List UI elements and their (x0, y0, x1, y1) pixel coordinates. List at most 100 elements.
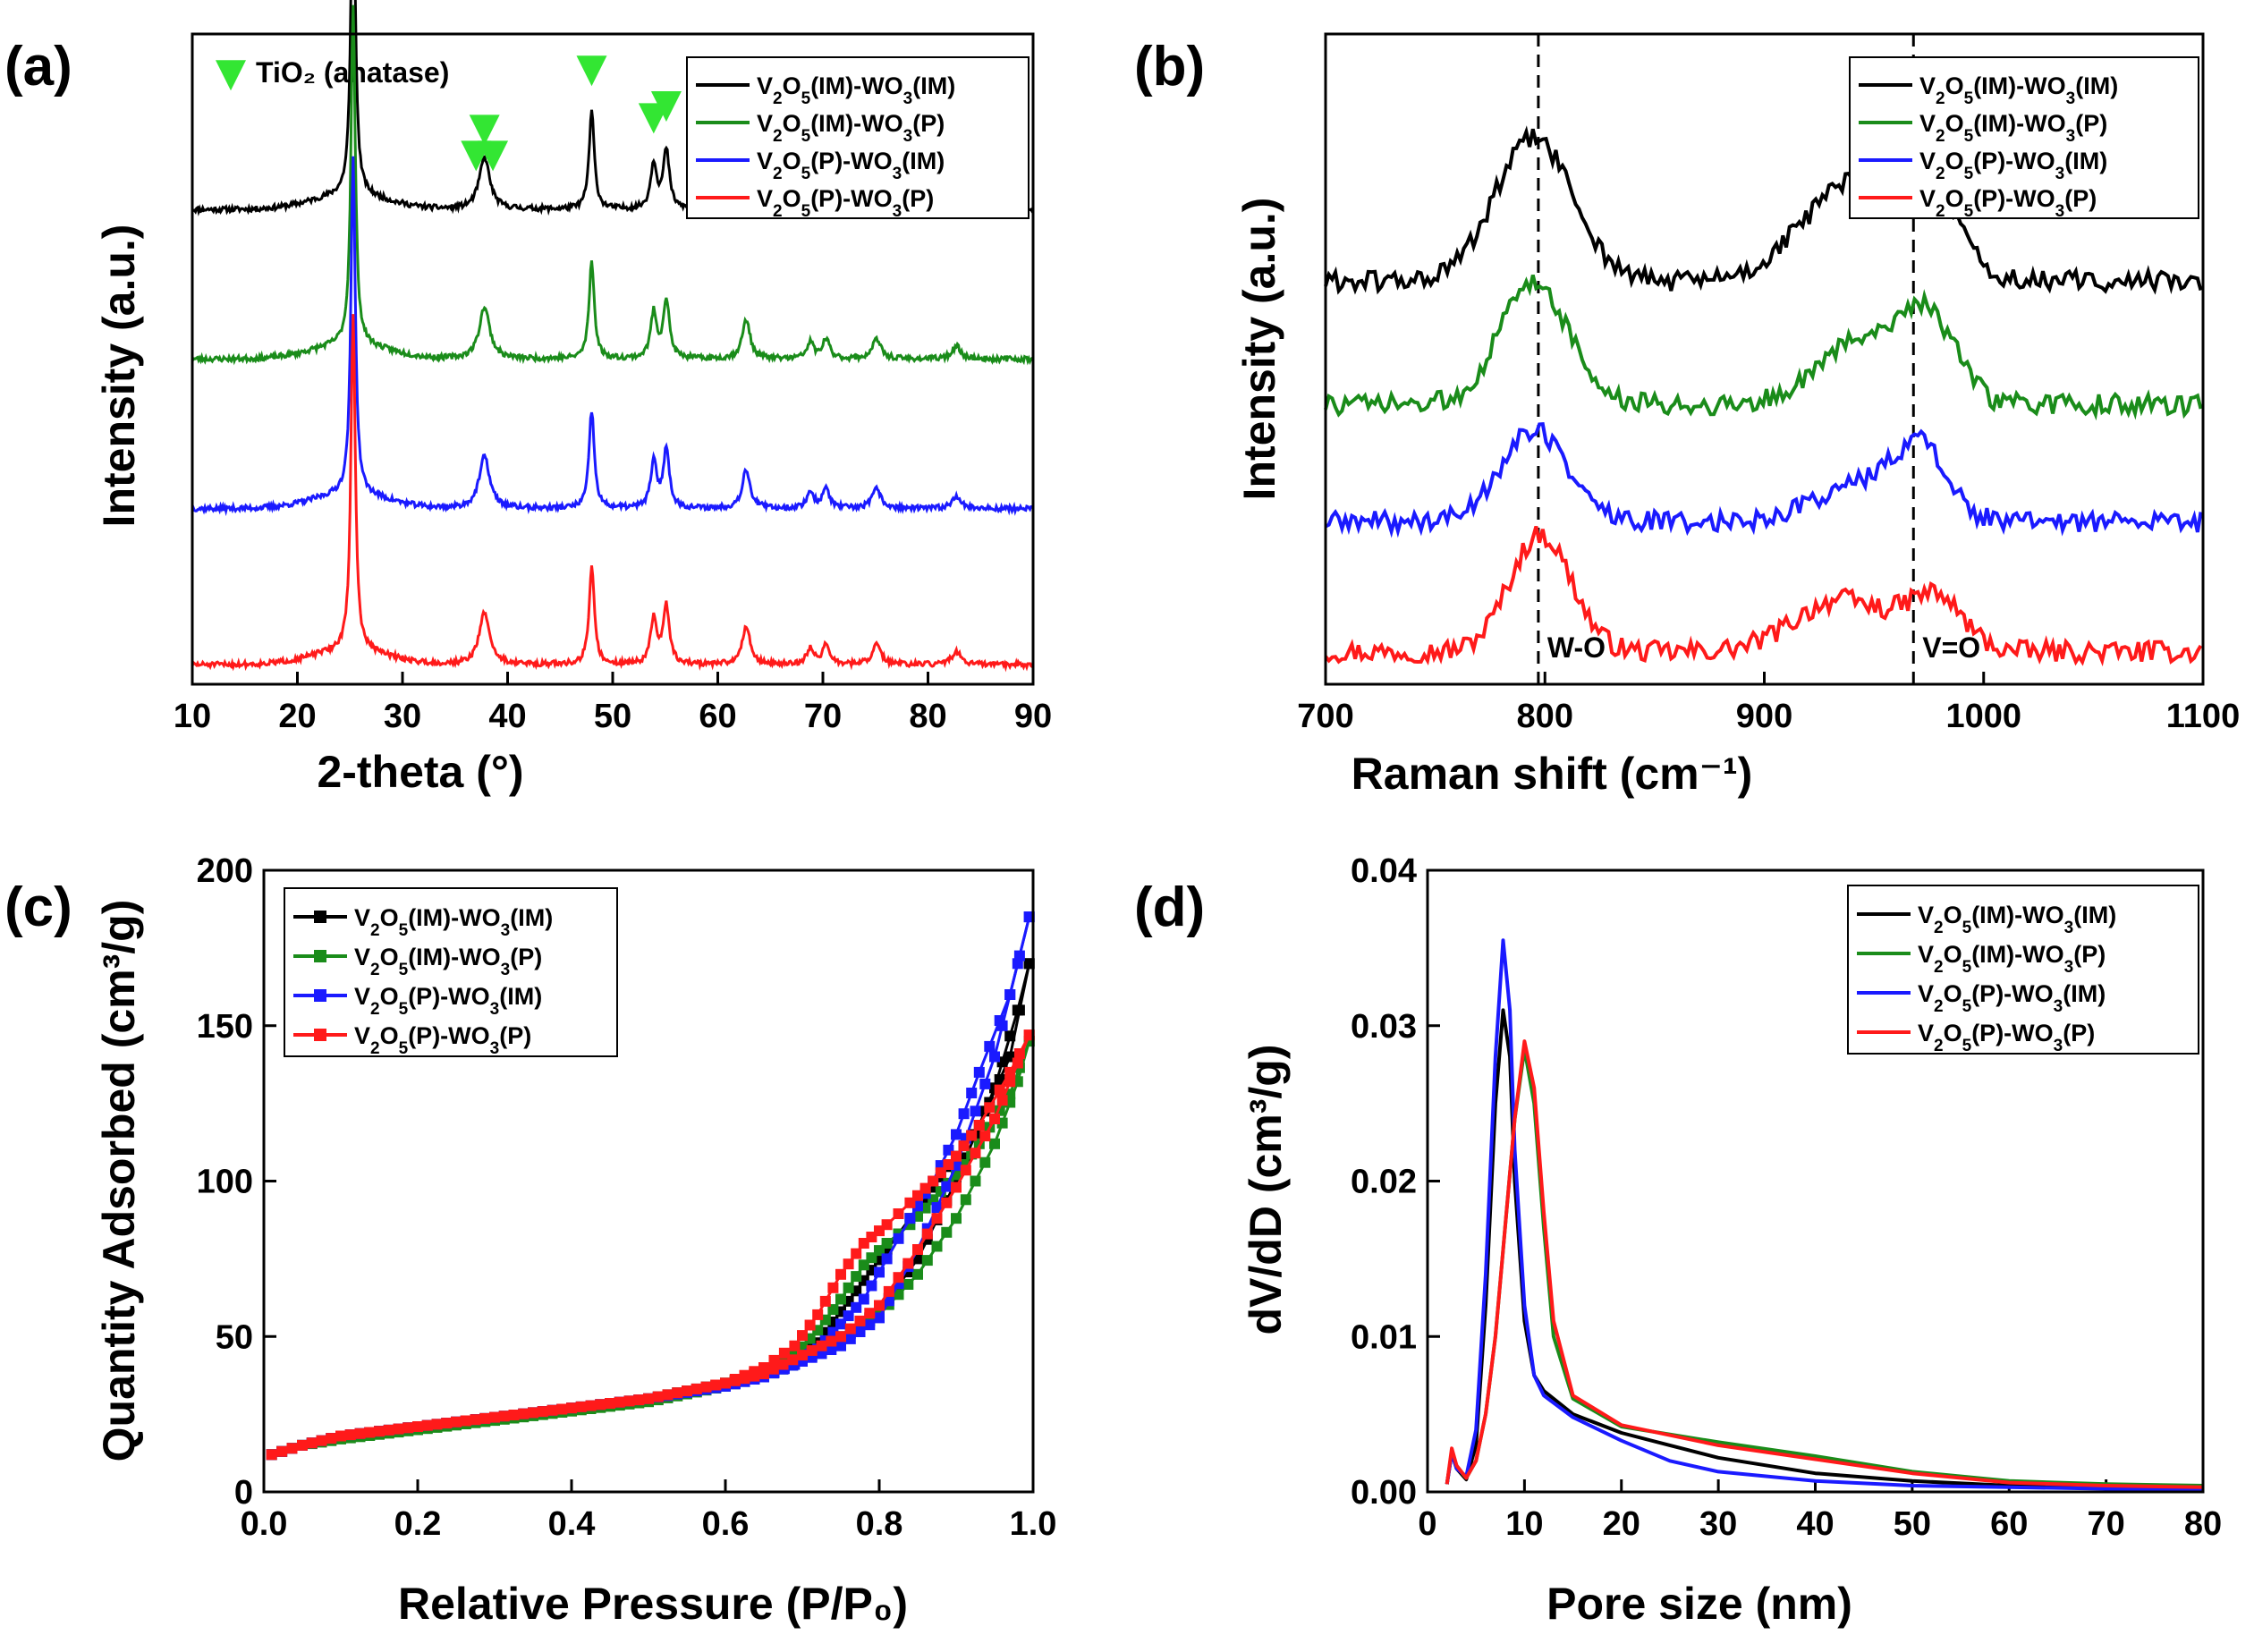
legend-entry: V2O5(IM)-WO3(IM) (1919, 72, 2118, 108)
isotherm-point (537, 1406, 548, 1418)
isotherm-point (1013, 1004, 1025, 1016)
y-tick-label: 100 (197, 1164, 253, 1201)
isotherm-point (518, 1408, 530, 1419)
isotherm-point (979, 1131, 991, 1142)
isotherm-point (575, 1401, 587, 1412)
isotherm-point (912, 1244, 923, 1255)
isotherm-point (297, 1439, 308, 1451)
x-tick-label: 70 (2087, 1505, 2124, 1543)
isotherm-point (1004, 989, 1016, 1000)
x-tick-label: 0.6 (702, 1505, 750, 1543)
isotherm-point (864, 1319, 876, 1331)
isotherm-point (851, 1301, 862, 1313)
isotherm-point (364, 1427, 376, 1438)
isotherm-point (881, 1253, 893, 1265)
legend-entry: V2O5(IM)-WO3(P) (1918, 941, 2106, 977)
legend-entry: V2O5(IM)-WO3(P) (757, 110, 945, 146)
panel-d-ticks: 0 10 20 30 40 50 60 70 80 0.00 0.01 0.02 0.03 0.04 (1351, 852, 2222, 1543)
isotherm-point (767, 1363, 779, 1375)
isotherm-point (460, 1415, 471, 1427)
isotherm-point (826, 1335, 837, 1347)
x-tick-label: 50 (1894, 1505, 1931, 1543)
isotherm-point (816, 1340, 827, 1351)
panel-b-ticks: 700 800 900 1000 1100 (1297, 672, 2240, 735)
isotherm-point (966, 1088, 978, 1098)
y-tick-label: 0.04 (1351, 852, 1417, 890)
isotherm-point (643, 1393, 654, 1404)
legend-entry: V2O5(P)-WO3(IM) (757, 148, 945, 183)
isotherm-point (966, 1130, 978, 1141)
isotherm-point (508, 1410, 520, 1420)
isotherm-point (904, 1213, 916, 1224)
y-tick-label: 0.02 (1351, 1164, 1417, 1201)
isotherm-point (819, 1295, 831, 1307)
isotherm-point (931, 1213, 943, 1224)
isotherm-point (528, 1407, 538, 1419)
isotherm-point (768, 1354, 780, 1366)
isotherm-point (682, 1385, 692, 1397)
isotherm-point (851, 1271, 862, 1283)
isotherm-point (989, 1051, 1000, 1063)
panel-d-ylabel: dV/dD (cm³/g) (1241, 1045, 1291, 1335)
isotherm-point (789, 1340, 801, 1351)
isotherm-point (306, 1437, 318, 1449)
panel-b-raman: (b) Raman shift (cm⁻¹) Intensity (a.u.) … (1134, 32, 2240, 799)
isotherm-point (902, 1258, 914, 1269)
legend-entry: V2O5(IM)-WO3(P) (1919, 110, 2107, 146)
panel-a-xrd: (a) 2-theta (°) Intensity (a.u.) TiO₂ (a… (4, 0, 1052, 797)
legend-entry: V2O5(P)-WO3(P) (354, 1022, 531, 1058)
isotherm-point (749, 1366, 760, 1377)
isotherm-point (893, 1208, 904, 1219)
x-tick-label: 30 (384, 698, 421, 735)
isotherm-point (994, 1015, 1005, 1026)
isotherm-point (614, 1396, 625, 1408)
isotherm-point (866, 1280, 877, 1292)
isotherm-point (806, 1344, 818, 1356)
legend-entry: V2O5(IM)-WO3(IM) (354, 904, 553, 940)
isotherm-point (858, 1293, 869, 1305)
isotherm-point (316, 1435, 327, 1446)
panel-b-frame (1324, 32, 2205, 686)
isotherm-point (984, 1102, 996, 1114)
isotherm-point (383, 1424, 394, 1436)
isotherm-point (835, 1268, 846, 1280)
isotherm-point (835, 1331, 846, 1343)
legend-entry: V2O5(IM)-WO3(IM) (757, 72, 955, 108)
legend-entry: V2O5(P)-WO3(IM) (1918, 980, 2106, 1016)
isotherm-point (1004, 1066, 1016, 1078)
isotherm-point (266, 1449, 277, 1461)
xrd-series-line (191, 314, 1035, 673)
isotherm-point (1013, 950, 1025, 962)
isotherm-point (827, 1282, 839, 1293)
y-tick-label: 50 (216, 1318, 253, 1356)
isotherm-point (994, 1074, 1005, 1085)
isotherm-point (720, 1377, 731, 1389)
isotherm-point (710, 1379, 722, 1391)
anatase-peak-marker (650, 91, 682, 123)
panel-a-ylabel: Intensity (a.u.) (94, 225, 144, 528)
isotherm-point (470, 1414, 481, 1426)
isotherm-point (941, 1226, 953, 1238)
xrd-series-line (191, 156, 1033, 517)
isotherm-point (739, 1369, 750, 1381)
panel-a-frame (191, 32, 1035, 686)
legend-marker (314, 989, 326, 1002)
raman-series-line (1324, 275, 2203, 421)
x-tick-label: 900 (1736, 698, 1792, 735)
isotherm-point (758, 1362, 769, 1373)
isotherm-point (700, 1381, 712, 1393)
isotherm-point (979, 1156, 991, 1168)
panel-c-plot (266, 911, 1035, 1461)
panel-d-xlabel: Pore size (nm) (1546, 1579, 1852, 1629)
isotherm-point (623, 1395, 635, 1407)
raman-series-line (1324, 525, 2203, 667)
panel-b-label: (b) (1134, 36, 1205, 97)
isotherm-point (662, 1389, 674, 1401)
isotherm-point (652, 1391, 664, 1402)
isotherm-point (973, 1066, 985, 1078)
legend-entry: V2O5(P)-WO3(P) (1918, 1020, 2095, 1055)
isotherm-point (441, 1418, 453, 1429)
legend-entry: V2O5(P)-WO3(P) (757, 185, 934, 221)
isotherm-point (276, 1445, 288, 1457)
isotherm-point (941, 1197, 953, 1208)
